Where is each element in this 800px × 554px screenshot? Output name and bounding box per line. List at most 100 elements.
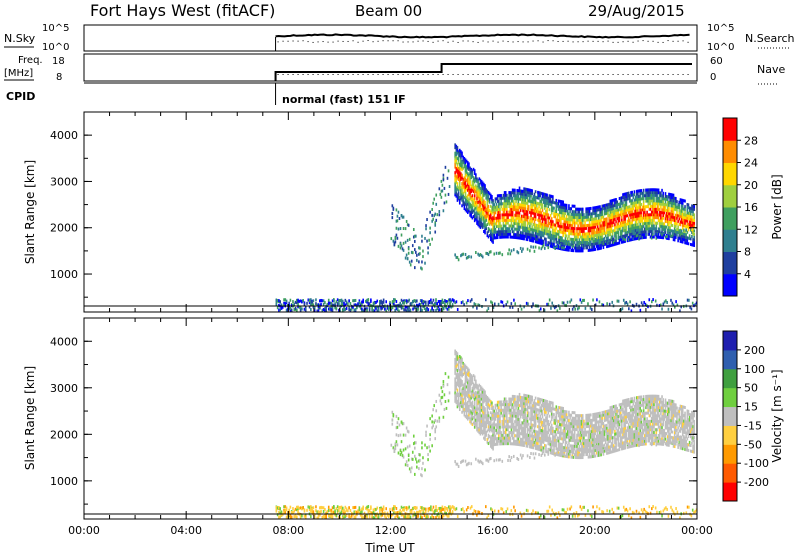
- velocity-cell: [283, 508, 285, 512]
- power-cell: [454, 157, 456, 161]
- power-cell: [660, 199, 662, 203]
- power-cell: [472, 215, 475, 219]
- power-cell: [634, 223, 637, 227]
- velocity-cell: [462, 361, 464, 365]
- power-cell: [669, 226, 671, 230]
- velocity-cell: [455, 373, 458, 377]
- power-cell: [565, 245, 568, 249]
- power-cell: [653, 210, 655, 214]
- power-cell: [641, 236, 644, 240]
- power-cell: [526, 204, 529, 208]
- power-cell: [638, 214, 640, 218]
- power-cell: [680, 240, 683, 244]
- power-cell: [692, 232, 694, 236]
- power-cell: [541, 208, 544, 212]
- power-cell: [666, 200, 669, 204]
- power-cell: [673, 221, 676, 225]
- power-cell: [399, 242, 402, 246]
- power-cell: [517, 236, 520, 240]
- power-cell: [671, 215, 674, 219]
- power-cell: [472, 176, 475, 180]
- velocity-cell: [463, 385, 466, 389]
- power-cell: [507, 213, 509, 217]
- power-cell: [524, 209, 527, 213]
- power-cell: [464, 169, 467, 173]
- power-cell: [395, 307, 398, 311]
- power-cell: [615, 203, 617, 207]
- power-cell: [542, 228, 545, 232]
- power-cell: [550, 194, 553, 198]
- power-cell: [465, 201, 468, 205]
- power-cell: [415, 234, 417, 238]
- power-cell: [468, 190, 470, 194]
- power-cell: [466, 197, 469, 201]
- nave-dot: [537, 74, 539, 75]
- power-cell: [410, 303, 413, 307]
- power-cell: [679, 201, 682, 205]
- velocity-cell: [464, 372, 467, 376]
- velocity-cell: [421, 441, 423, 445]
- velocity-cell: [317, 510, 320, 514]
- power-cell: [652, 207, 654, 211]
- power-cell: [534, 195, 537, 199]
- power-cell: [689, 217, 692, 221]
- power-cell: [510, 210, 513, 214]
- power-cell: [537, 240, 539, 244]
- power-cell: [531, 203, 533, 207]
- power-cell: [515, 216, 517, 220]
- power-cell: [639, 197, 642, 201]
- velocity-cell: [358, 506, 361, 510]
- power-cell: [623, 192, 625, 196]
- velocity-cell: [462, 403, 464, 407]
- power-cell: [558, 208, 561, 212]
- power-cell: [400, 213, 403, 217]
- power-cell: [399, 246, 402, 250]
- power-cell: [564, 220, 567, 224]
- velocity-cell: [462, 389, 464, 393]
- velocity-cell: [444, 400, 447, 404]
- power-cell: [512, 235, 515, 239]
- power-cell: [640, 202, 643, 206]
- velocity-cell: [421, 506, 423, 510]
- power-cell: [675, 222, 677, 226]
- power-cell: [637, 200, 639, 204]
- power-cell: [404, 240, 407, 244]
- nsearch-dot: [482, 40, 484, 42]
- power-cell: [549, 200, 552, 204]
- velocity-cell: [631, 510, 634, 514]
- power-cell: [455, 158, 458, 162]
- power-cell: [646, 221, 648, 225]
- power-cell: [630, 232, 632, 236]
- power-cell: [311, 303, 313, 307]
- power-cell: [649, 235, 652, 239]
- power-cell: [525, 218, 528, 222]
- velocity-cell: [317, 516, 320, 520]
- velocity-cell: [340, 507, 343, 511]
- power-cell: [579, 224, 582, 228]
- power-cell: [626, 191, 629, 195]
- power-cell: [548, 241, 551, 245]
- power-cell: [618, 205, 621, 209]
- power-cell: [648, 227, 651, 231]
- power-cell: [627, 191, 630, 195]
- power-cell: [596, 239, 599, 243]
- power-cell: [693, 224, 696, 228]
- power-cell: [588, 220, 591, 224]
- power-cell: [460, 177, 462, 181]
- power-cell: [571, 229, 574, 233]
- power-cell: [622, 193, 624, 197]
- power-cell: [649, 221, 652, 225]
- power-cell: [462, 202, 464, 206]
- power-cell: [493, 233, 496, 237]
- power-cell: [561, 205, 563, 209]
- power-cell: [645, 235, 647, 239]
- power-cell: [624, 200, 627, 204]
- velocity-cell: [387, 513, 390, 517]
- power-cell: [450, 305, 453, 309]
- power-cell: [620, 308, 622, 312]
- power-cell: [501, 202, 504, 206]
- power-cell: [687, 211, 690, 215]
- power-cell: [615, 198, 617, 202]
- power-cell: [478, 185, 481, 189]
- power-cell: [503, 232, 506, 236]
